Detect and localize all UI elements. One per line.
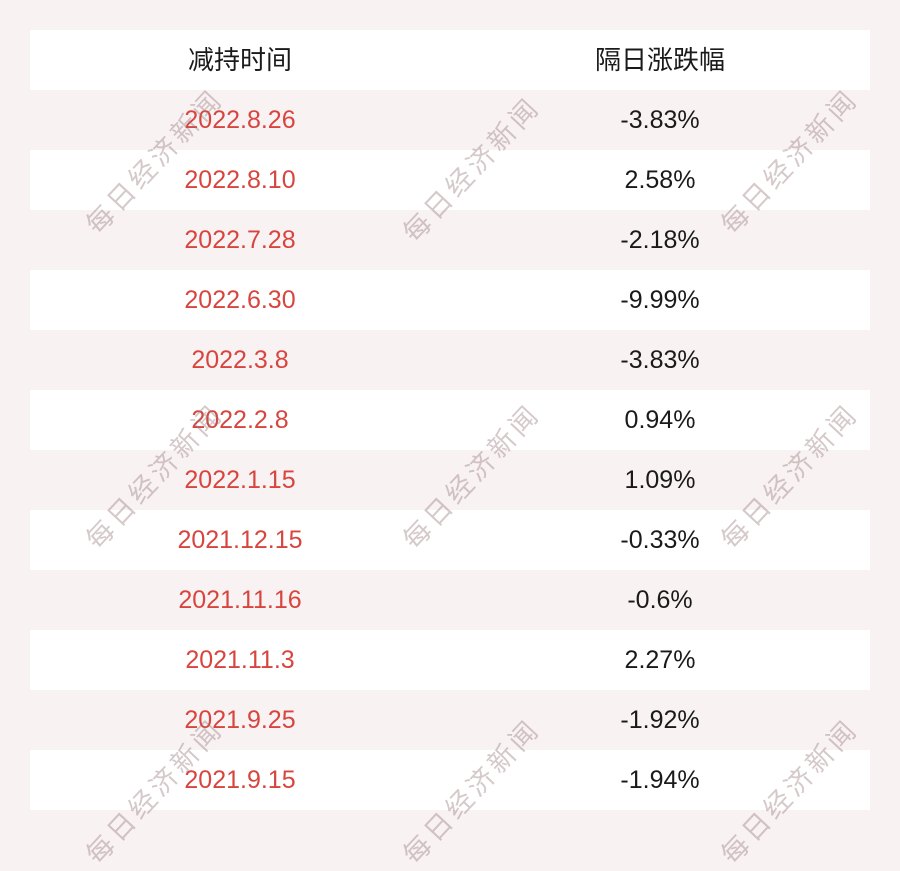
table-row: 2021.9.15 -1.94% [30,750,870,810]
reduction-date-cell: 2022.2.8 [191,406,289,434]
next-day-change-cell: -3.83% [620,346,700,374]
table-row: 2022.8.26 -3.83% [30,90,870,150]
next-day-change-cell: 0.94% [624,406,696,434]
reduction-date-cell: 2022.1.15 [184,466,296,494]
table-row: 2021.11.3 2.27% [30,630,870,690]
next-day-change-cell: -9.99% [620,286,700,314]
table-row: 2022.8.10 2.58% [30,150,870,210]
table-row: 2022.6.30 -9.99% [30,270,870,330]
reduction-date-cell: 2022.8.26 [184,106,296,134]
reduction-date-cell: 2022.6.30 [184,286,296,314]
data-table: 减持时间 隔日涨跌幅 2022.8.26 -3.83% 2022.8.10 2.… [30,30,870,810]
table-row: 2022.2.8 0.94% [30,390,870,450]
table-row: 2021.12.15 -0.33% [30,510,870,570]
reduction-date-cell: 2022.3.8 [191,346,289,374]
table-row: 2021.11.16 -0.6% [30,570,870,630]
table-row: 2022.3.8 -3.83% [30,330,870,390]
reduction-date-cell: 2022.7.28 [184,226,296,254]
next-day-change-cell: 2.58% [624,166,696,194]
next-day-change-cell: -1.92% [620,706,700,734]
table-row: 2021.9.25 -1.92% [30,690,870,750]
reduction-date-cell: 2021.11.16 [178,586,302,614]
next-day-change-cell: -2.18% [620,226,700,254]
table-body: 2022.8.26 -3.83% 2022.8.10 2.58% 2022.7.… [30,90,870,810]
reduction-date-cell: 2021.11.3 [185,646,295,674]
next-day-change-cell: -0.6% [627,586,693,614]
table-row: 2022.1.15 1.09% [30,450,870,510]
header-next-day-change: 隔日涨跌幅 [594,45,725,75]
table-row: 2022.7.28 -2.18% [30,210,870,270]
next-day-change-cell: 1.09% [624,466,696,494]
next-day-change-cell: -3.83% [620,106,700,134]
table-header-row: 减持时间 隔日涨跌幅 [30,30,870,90]
reduction-date-cell: 2021.9.25 [184,706,296,734]
reduction-date-cell: 2021.9.15 [184,766,296,794]
reduction-date-cell: 2022.8.10 [184,166,296,194]
next-day-change-cell: -0.33% [620,526,700,554]
header-reduction-time: 减持时间 [187,45,292,75]
next-day-change-cell: 2.27% [624,646,696,674]
next-day-change-cell: -1.94% [620,766,700,794]
reduction-date-cell: 2021.12.15 [177,526,303,554]
